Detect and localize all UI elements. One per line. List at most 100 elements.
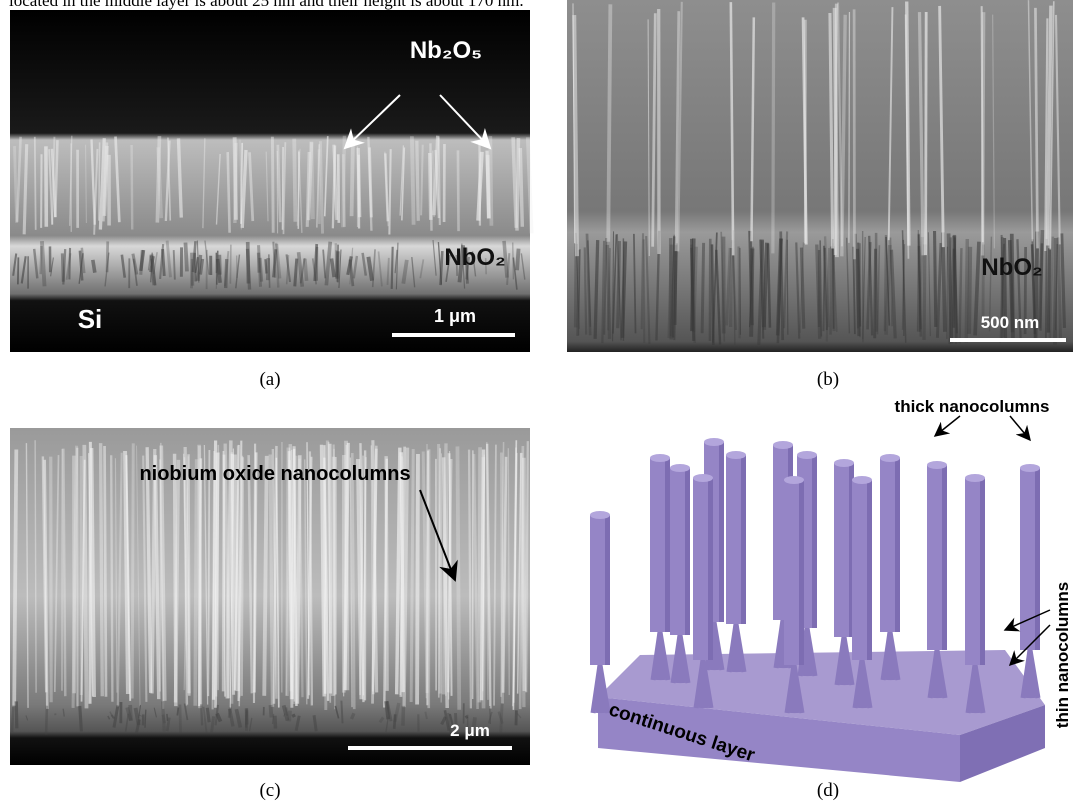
texture	[642, 233, 643, 329]
arrow	[935, 416, 960, 436]
texture	[966, 239, 967, 343]
texture	[517, 249, 519, 271]
column-shade	[605, 515, 610, 665]
texture	[283, 147, 284, 230]
texture	[943, 232, 945, 331]
texture	[180, 704, 181, 732]
column-shade	[799, 480, 804, 665]
texture	[574, 15, 577, 256]
column-shade	[719, 442, 724, 622]
texture	[314, 715, 316, 731]
column-shade	[895, 458, 900, 632]
texture	[99, 142, 100, 220]
header-text: located in the middle layer is about 25 …	[9, 0, 524, 10]
column-shade	[980, 478, 985, 665]
texture	[520, 148, 522, 227]
scale-label: 1 μm	[434, 306, 476, 326]
texture	[46, 706, 47, 735]
column-top	[880, 454, 900, 462]
texture	[576, 244, 577, 328]
texture	[343, 154, 344, 227]
texture	[501, 703, 502, 733]
column-shade	[867, 480, 872, 660]
texture	[264, 456, 267, 696]
texture	[608, 4, 610, 241]
texture	[35, 440, 36, 692]
column-shade	[942, 465, 947, 650]
arrow	[1010, 416, 1030, 440]
column-top	[927, 461, 947, 469]
column-top	[650, 454, 670, 462]
label: Nb₂O₅	[410, 37, 482, 64]
texture	[174, 250, 175, 280]
texture	[265, 259, 266, 273]
texture	[177, 707, 178, 715]
texture	[337, 251, 338, 278]
column-shade	[685, 468, 690, 635]
column-top	[693, 474, 713, 482]
column-top	[852, 476, 872, 484]
texture	[392, 247, 393, 289]
texture	[849, 12, 850, 243]
texture	[386, 456, 387, 691]
texture	[191, 259, 192, 288]
texture	[917, 230, 918, 331]
column-top	[773, 441, 793, 449]
texture	[969, 247, 970, 334]
texture	[702, 243, 703, 333]
texture	[272, 137, 273, 233]
texture	[907, 2, 909, 246]
label: NbO₂	[444, 244, 505, 271]
figure: located in the middle layer is about 25 …	[0, 0, 1075, 801]
texture	[69, 248, 70, 280]
column-shade	[812, 455, 817, 628]
texture	[111, 455, 112, 701]
texture	[508, 448, 509, 695]
texture	[394, 714, 395, 728]
label: NbO₂	[981, 254, 1042, 281]
texture	[585, 247, 586, 334]
texture	[982, 6, 983, 242]
texture	[163, 715, 165, 724]
texture	[212, 716, 214, 732]
texture	[275, 716, 276, 729]
texture	[254, 452, 256, 692]
texture	[833, 246, 834, 331]
texture	[439, 137, 440, 225]
texture	[524, 458, 525, 691]
texture	[141, 250, 143, 275]
texture	[305, 259, 307, 281]
texture	[338, 154, 339, 223]
panel-b	[567, 0, 1073, 352]
label: thin nanocolumns	[1053, 582, 1072, 728]
texture	[241, 143, 242, 224]
texture	[93, 260, 95, 273]
caption: (b)	[817, 369, 839, 390]
texture	[935, 231, 936, 327]
texture	[412, 136, 414, 224]
column-top	[784, 476, 804, 484]
column-top	[797, 451, 817, 459]
texture	[479, 447, 480, 702]
texture	[35, 137, 36, 230]
texture	[417, 454, 418, 705]
texture	[271, 705, 272, 717]
scale-label: 2 μm	[450, 721, 490, 740]
caption: (c)	[259, 780, 280, 801]
texture	[107, 241, 108, 272]
texture	[105, 446, 106, 697]
texture	[1046, 239, 1047, 338]
texture	[369, 147, 371, 217]
texture	[80, 706, 82, 731]
texture	[163, 249, 165, 276]
texture	[108, 717, 109, 718]
texture	[926, 12, 927, 255]
texture	[389, 149, 390, 234]
texture	[352, 713, 354, 719]
texture	[199, 458, 201, 706]
texture	[132, 443, 133, 698]
texture	[269, 254, 270, 287]
caption: (d)	[817, 780, 839, 801]
texture	[513, 242, 514, 279]
column-shade	[708, 478, 713, 660]
